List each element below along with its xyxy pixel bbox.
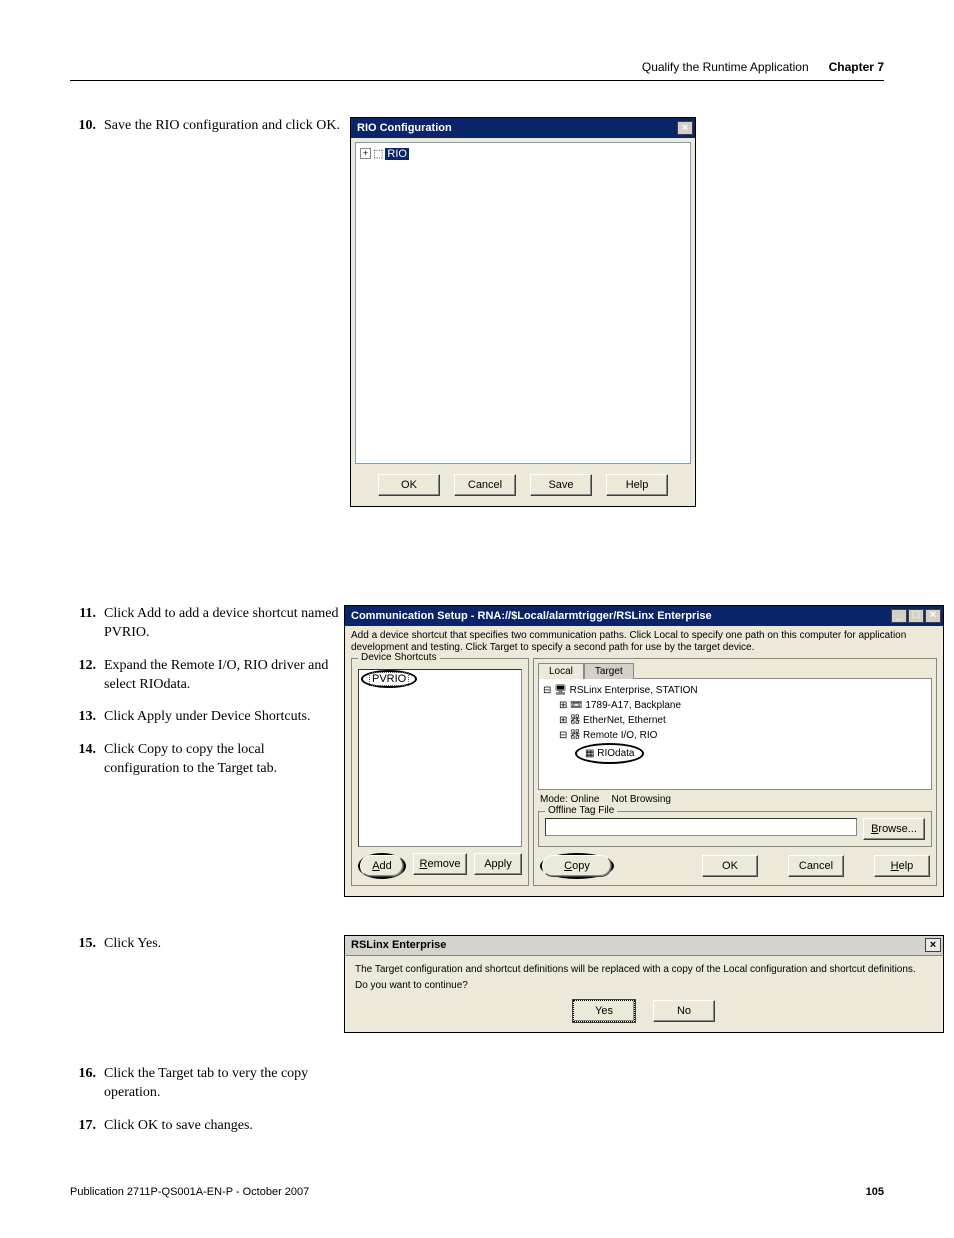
no-button[interactable]: No — [653, 1000, 715, 1022]
header-section: Qualify the Runtime Application — [642, 60, 809, 74]
tree-node-icon: ⬚ — [373, 147, 383, 160]
yes-button[interactable]: Yes — [573, 1000, 635, 1022]
help-button[interactable]: Help — [874, 855, 930, 877]
remove-button[interactable]: Remove — [413, 853, 468, 875]
rslinx-msgbox: RSLinx Enterprise × The Target configura… — [344, 935, 944, 1033]
header-chapter: Chapter 7 — [829, 60, 884, 74]
dialog-title: Communication Setup - RNA://$Local/alarm… — [351, 610, 712, 622]
add-button[interactable]: Add — [360, 855, 404, 877]
page-header: Qualify the Runtime Application Chapter … — [70, 60, 884, 81]
group-legend: Offline Tag File — [545, 805, 617, 816]
browse-status: Not Browsing — [611, 794, 670, 805]
step-text: Click Apply under Device Shortcuts. — [104, 708, 340, 727]
ok-button[interactable]: OK — [702, 855, 758, 877]
step-number: 14. — [70, 741, 104, 779]
shortcut-item[interactable]: PVRIO — [369, 672, 409, 686]
step-text: Click Add to add a device shortcut named… — [104, 605, 340, 643]
page-footer: Publication 2711P-QS001A-EN-P - October … — [70, 1186, 884, 1198]
step-number: 16. — [70, 1065, 104, 1103]
copy-button[interactable]: Copy — [542, 855, 612, 877]
save-button[interactable]: Save — [530, 474, 592, 496]
tree-node-selected[interactable]: RIO — [385, 148, 409, 160]
titlebar: RSLinx Enterprise × — [345, 936, 943, 956]
dialog-title: RSLinx Enterprise — [351, 939, 446, 951]
step-text: Click the Target tab to very the copy op… — [104, 1065, 340, 1103]
tree-node[interactable]: RSLinx Enterprise, STATION — [570, 685, 698, 696]
target-panel: Local Target ⊟ 🖥 RSLinx Enterprise, STAT… — [533, 658, 937, 886]
ok-button[interactable]: OK — [378, 474, 440, 496]
close-icon[interactable]: × — [925, 609, 941, 623]
group-legend: Device Shortcuts — [358, 652, 440, 663]
mode-status: Mode: Online — [540, 794, 599, 805]
publication-id: Publication 2711P-QS001A-EN-P - October … — [70, 1186, 309, 1198]
device-tree[interactable]: ⊟ 🖥 RSLinx Enterprise, STATION ⊞ 📼 1789-… — [538, 678, 932, 790]
step-number: 10. — [70, 117, 104, 136]
cancel-button[interactable]: Cancel — [788, 855, 844, 877]
close-icon[interactable]: × — [925, 938, 941, 952]
tab-target[interactable]: Target — [584, 663, 634, 679]
minimize-icon[interactable]: _ — [891, 609, 907, 623]
tab-local[interactable]: Local — [538, 663, 584, 679]
step-text: Expand the Remote I/O, RIO driver and se… — [104, 657, 340, 695]
step-text: Click OK to save changes. — [104, 1117, 340, 1136]
tree-node[interactable]: Remote I/O, RIO — [583, 730, 657, 741]
step-number: 17. — [70, 1117, 104, 1136]
browse-button[interactable]: Browse... — [863, 818, 925, 840]
tree-node[interactable]: EtherNet, Ethernet — [583, 715, 666, 726]
apply-button[interactable]: Apply — [474, 853, 522, 875]
step-text: Click Yes. — [104, 935, 340, 954]
message-line: The Target configuration and shortcut de… — [355, 962, 933, 978]
cancel-button[interactable]: Cancel — [454, 474, 516, 496]
tree-view[interactable]: + ⬚ RIO — [355, 142, 691, 464]
step-text: Click Copy to copy the local configurati… — [104, 741, 340, 779]
offline-tag-group: Offline Tag File Browse... — [538, 811, 932, 847]
tree-node[interactable]: 1789-A17, Backplane — [585, 700, 681, 711]
expand-icon[interactable]: + — [360, 148, 371, 159]
step-number: 13. — [70, 708, 104, 727]
step-text: Save the RIO configuration and click OK. — [104, 117, 340, 136]
maximize-icon[interactable]: □ — [908, 609, 924, 623]
shortcuts-list[interactable]: PVRIO — [358, 669, 522, 847]
message-line: Do you want to continue? — [355, 978, 933, 994]
titlebar: Communication Setup - RNA://$Local/alarm… — [345, 606, 943, 626]
titlebar: RIO Configuration × — [351, 118, 695, 138]
offline-tag-input[interactable] — [545, 818, 857, 836]
close-icon[interactable]: × — [677, 121, 693, 135]
step-number: 11. — [70, 605, 104, 643]
step-number: 12. — [70, 657, 104, 695]
device-shortcuts-group: Device Shortcuts PVRIO Add Remove Apply — [351, 658, 529, 886]
dialog-title: RIO Configuration — [357, 122, 452, 134]
tree-node-riodata[interactable]: RIOdata — [597, 748, 634, 759]
comm-setup-dialog: Communication Setup - RNA://$Local/alarm… — [344, 605, 944, 897]
rio-config-dialog: RIO Configuration × + ⬚ RIO OK Cancel Sa… — [350, 117, 696, 507]
step-number: 15. — [70, 935, 104, 954]
page-number: 105 — [866, 1186, 884, 1198]
help-button[interactable]: Help — [606, 474, 668, 496]
